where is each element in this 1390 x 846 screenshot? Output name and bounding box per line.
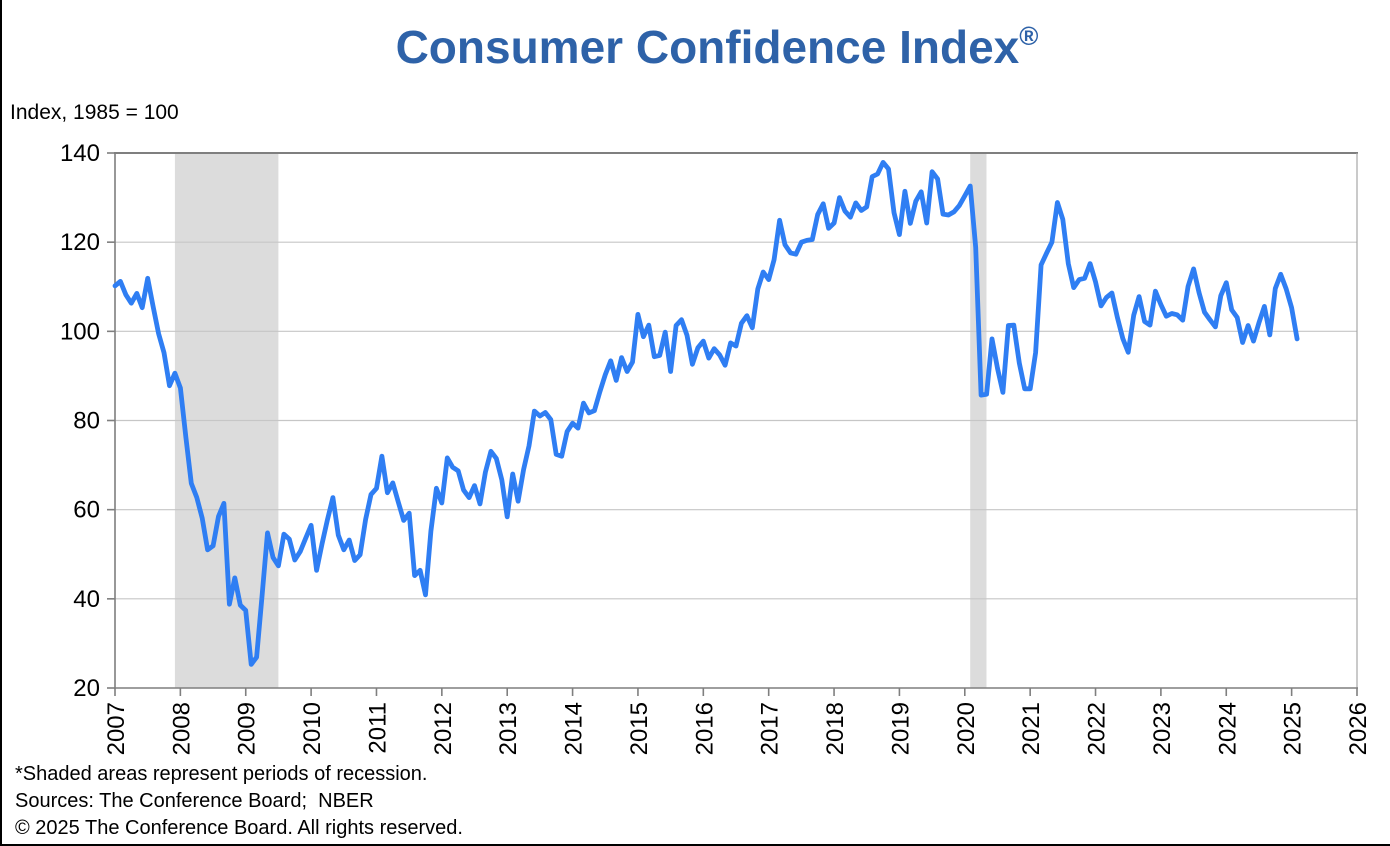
gridlines [115, 241, 1357, 600]
footnotes: *Shaded areas represent periods of reces… [15, 761, 463, 842]
x-tick-label: 2021 [1018, 702, 1045, 755]
y-tick-label: 120 [60, 229, 100, 256]
page-title-text: Consumer Confidence Index [395, 21, 1020, 73]
x-tick-label: 2013 [495, 702, 522, 755]
y-tick-label: 20 [73, 675, 100, 702]
x-tick-label: 2007 [103, 702, 130, 755]
x-tick-label: 2015 [626, 702, 653, 755]
y-tick-label: 80 [73, 408, 100, 435]
y-axis-unit-note: Index, 1985 = 100 [10, 101, 179, 124]
x-tick-label: 2016 [691, 702, 718, 755]
y-tick-label: 40 [73, 586, 100, 613]
x-tick-label: 2008 [168, 702, 195, 755]
x-tick-label: 2020 [953, 702, 980, 755]
copyright-footnote: © 2025 The Conference Board. All rights … [15, 817, 463, 839]
x-tick-label: 2009 [234, 702, 261, 755]
x-tick-label: 2025 [1280, 702, 1307, 755]
x-tick-label: 2019 [887, 702, 914, 755]
cci-line [112, 160, 1300, 667]
x-tick-label: 2022 [1084, 702, 1111, 755]
x-tick-label: 2024 [1214, 702, 1241, 755]
recession-footnote: *Shaded areas represent periods of reces… [15, 763, 428, 785]
x-tick-label: 2011 [365, 702, 392, 754]
sources-footnote: Sources: The Conference Board; NBER [15, 790, 374, 812]
x-tick-label: 2012 [430, 702, 457, 755]
x-tick-label: 2018 [822, 702, 849, 755]
y-tick-label: 100 [60, 318, 100, 345]
x-tick-label: 2010 [299, 702, 326, 755]
axis-ticks [107, 152, 1358, 696]
x-tick-label: 2026 [1345, 702, 1372, 755]
y-tick-label: 140 [60, 140, 100, 167]
page-title: Consumer Confidence Index® [2, 20, 1390, 74]
registered-trademark-symbol: ® [1019, 21, 1039, 51]
y-tick-label: 60 [73, 497, 100, 524]
x-tick-label: 2017 [757, 702, 784, 755]
x-tick-label: 2023 [1149, 702, 1176, 755]
x-tick-label: 2014 [561, 702, 588, 755]
